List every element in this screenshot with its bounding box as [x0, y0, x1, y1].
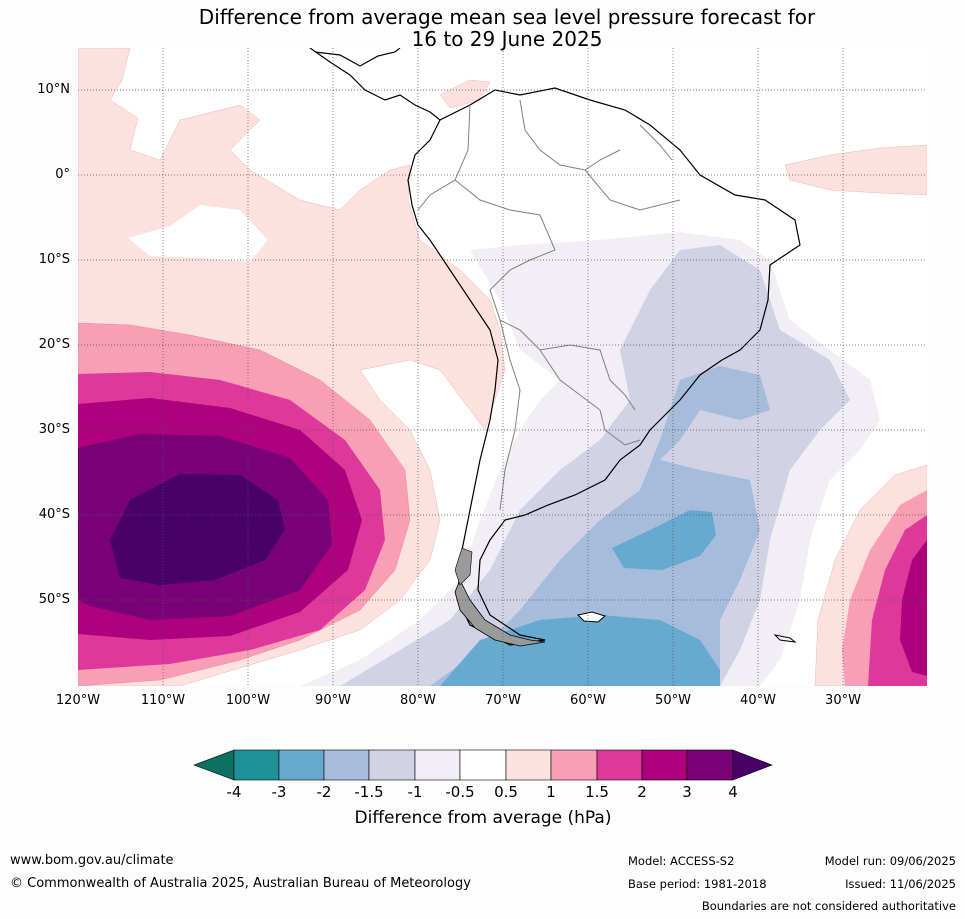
contour-atlantic-blue — [612, 510, 716, 570]
colorbar-label: 1.5 — [585, 783, 609, 801]
model-text: Model: ACCESS-S2 — [628, 854, 735, 868]
colorbar — [193, 749, 773, 781]
colorbar-label: -2 — [316, 783, 332, 801]
colorbar-label: -0.5 — [445, 783, 475, 801]
lon-label: 90°W — [315, 693, 351, 708]
colorbar-label: 2 — [637, 783, 647, 801]
lat-label: 10°S — [38, 252, 70, 267]
lon-label: 70°W — [485, 693, 521, 708]
colorbar-label: 0.5 — [494, 783, 518, 801]
colorbar-label: -1 — [407, 783, 423, 801]
contour-caribbean-pink — [439, 79, 491, 109]
map-gridlines — [78, 48, 927, 686]
colorbar-min-arrow — [193, 749, 235, 781]
lon-label: 40°W — [740, 693, 776, 708]
lat-label: 0° — [55, 167, 70, 182]
lon-label: 110°W — [140, 693, 186, 708]
lat-label: 10°N — [37, 82, 70, 97]
lat-label: 50°S — [38, 592, 70, 607]
south-georgia — [773, 634, 797, 643]
colorbar-label: 3 — [682, 783, 692, 801]
colorbar-label: -1.5 — [354, 783, 384, 801]
lon-label: 30°W — [825, 693, 861, 708]
copyright-text: © Commonwealth of Australia 2025, Austra… — [10, 876, 471, 891]
lon-label: 80°W — [400, 693, 436, 708]
colorbar-label: -3 — [271, 783, 287, 801]
website-link[interactable]: www.bom.gov.au/climate — [10, 853, 174, 868]
contour-pacific-dark-purple — [110, 474, 285, 585]
chart-title-line2: 16 to 29 June 2025 — [411, 27, 603, 51]
tierra-del-fuego — [454, 579, 546, 647]
lon-label: 60°W — [570, 693, 606, 708]
colorbar-label: 4 — [728, 783, 738, 801]
colorbar-max-arrow — [732, 749, 773, 781]
lat-label: 30°S — [38, 422, 70, 437]
lat-label: 40°S — [38, 507, 70, 522]
map-area — [78, 48, 927, 686]
boundaries-note: Boundaries are not considered authoritat… — [701, 899, 956, 913]
contour-pacific-white-hole — [128, 205, 268, 262]
lon-label: 50°W — [655, 693, 691, 708]
country-borders — [417, 99, 681, 511]
issued-text: Issued: 11/06/2025 — [845, 877, 956, 891]
mexico-outline — [314, 48, 401, 67]
contour-atlantic-light-blue — [430, 366, 770, 686]
base-period-text: Base period: 1981-2018 — [628, 877, 767, 891]
lon-label: 120°W — [55, 693, 101, 708]
colorbar-label: 1 — [546, 783, 556, 801]
colorbar-title: Difference from average (hPa) — [354, 808, 612, 828]
contour-southern-blue — [440, 615, 720, 686]
contour-equatorial-atlantic-pink — [784, 144, 927, 196]
central-america-outline — [309, 48, 441, 121]
colorbar-label: -4 — [226, 783, 242, 801]
model-run-text: Model run: 09/06/2025 — [824, 854, 956, 868]
lat-label: 20°S — [38, 337, 70, 352]
chile-fjords — [454, 547, 473, 586]
falkland-islands — [576, 611, 607, 623]
lon-label: 100°W — [225, 693, 271, 708]
south-america-outline — [407, 87, 801, 646]
contour-east-atlantic-deep-magenta — [900, 540, 927, 676]
chart-title-line1: Difference from average mean sea level p… — [198, 5, 816, 29]
